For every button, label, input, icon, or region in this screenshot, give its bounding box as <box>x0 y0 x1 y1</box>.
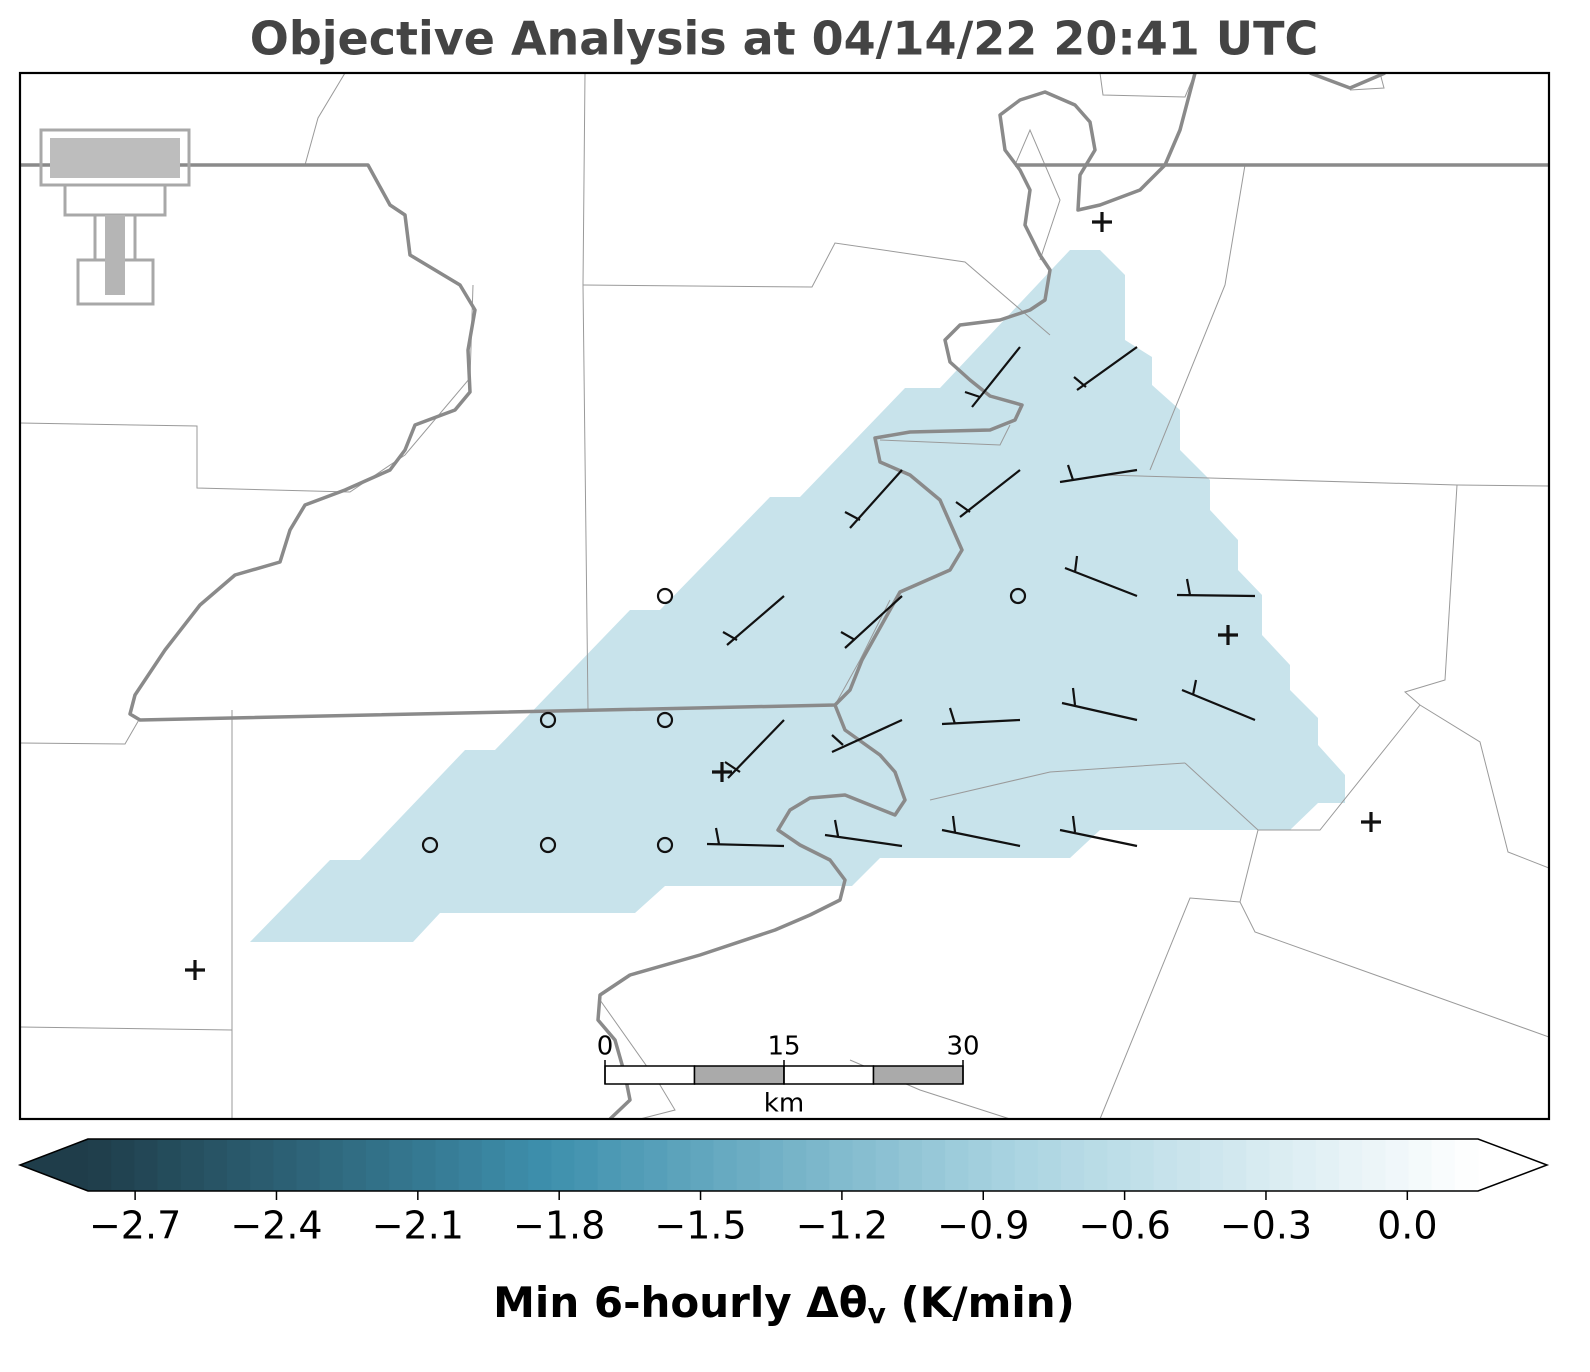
colorbar-band <box>875 1139 900 1191</box>
colorbar-band <box>1084 1139 1108 1191</box>
colorbar-band <box>783 1139 807 1191</box>
colorbar-band <box>574 1139 599 1191</box>
colorbar-tick-label: −2.7 <box>89 1204 181 1248</box>
colorbar-band <box>435 1139 460 1191</box>
colorbar-tick-label: −2.1 <box>372 1204 464 1248</box>
colorbar-band <box>806 1139 830 1191</box>
colorbar-band <box>597 1139 622 1191</box>
station-markers <box>185 212 1381 980</box>
colorbar-tick-label: −0.9 <box>937 1204 1029 1248</box>
colorbar-tick-label: −0.3 <box>1220 1204 1312 1248</box>
colorbar-band <box>551 1139 576 1191</box>
state-lines <box>20 73 1549 1119</box>
colorbar-band <box>922 1139 946 1191</box>
colorbar-band <box>458 1139 483 1191</box>
colorbar-band <box>250 1139 274 1191</box>
colorbar-band <box>644 1139 668 1191</box>
colorbar-band <box>134 1139 159 1191</box>
colorbar-band <box>528 1139 552 1191</box>
colorbar-band <box>1153 1139 1178 1191</box>
colorbar-band <box>203 1139 228 1191</box>
colorbar-band <box>713 1139 738 1191</box>
colorbar-band <box>505 1139 529 1191</box>
colorbar-band <box>1037 1139 1062 1191</box>
colorbar-tick-label: −0.6 <box>1078 1204 1170 1248</box>
label-suffix: (K/min) <box>886 1278 1075 1327</box>
colorbar-band <box>1200 1139 1224 1191</box>
colorbar-band <box>1454 1139 1479 1191</box>
colorbar-tick-label: −2.4 <box>230 1204 322 1248</box>
colorbar-tick-label: −1.2 <box>796 1204 888 1248</box>
colorbar-extend-low <box>20 1139 88 1191</box>
colorbar-band <box>1408 1139 1433 1191</box>
colorbar-band <box>389 1139 413 1191</box>
colorbar-band <box>1362 1139 1386 1191</box>
colorbar-band <box>620 1139 645 1191</box>
colorbar-band <box>227 1139 251 1191</box>
map-frame <box>18 71 1551 1121</box>
colorbar-extend-high <box>1478 1139 1547 1191</box>
colorbar-tick-label: 0.0 <box>1377 1204 1437 1248</box>
colorbar-band <box>759 1139 784 1191</box>
colorbar-band <box>1176 1139 1201 1191</box>
colorbar-band <box>1339 1139 1363 1191</box>
scale-tick-label: 0 <box>597 1032 614 1062</box>
colorbar-band <box>319 1139 344 1191</box>
colorbar-band <box>1223 1139 1247 1191</box>
wind-barbs <box>706 346 1256 848</box>
colorbar-band <box>1431 1139 1456 1191</box>
colorbar-band <box>1315 1139 1340 1191</box>
analysis-shading <box>250 250 1345 942</box>
colorbar-band <box>991 1139 1016 1191</box>
colorbar-band <box>945 1139 969 1191</box>
colorbar-band <box>690 1139 715 1191</box>
colorbar-band <box>667 1139 691 1191</box>
colorbar-band <box>1292 1139 1317 1191</box>
colorbar-band <box>342 1139 367 1191</box>
colorbar-band <box>111 1139 135 1191</box>
colorbar-band <box>88 1139 112 1191</box>
colorbar-band <box>412 1139 437 1191</box>
colorbar-band <box>736 1139 761 1191</box>
scale-tick-label: 30 <box>946 1032 979 1062</box>
colorbar-band <box>898 1139 923 1191</box>
scale-unit: km <box>764 1089 804 1119</box>
colorbar-band <box>273 1139 298 1191</box>
ttu-logo <box>39 128 191 306</box>
colorbar-band <box>852 1139 877 1191</box>
scale-tick-label: 15 <box>767 1032 800 1062</box>
colorbar: −2.7 −2.4 −2.1 −1.8 −1.5 −1.2 −0.9 −0.6 −0.3 0.0 <box>17 1138 1550 1248</box>
scale-segment <box>783 1065 875 1085</box>
colorbar-band <box>366 1139 390 1191</box>
colorbar-tick-label: −1.8 <box>513 1204 605 1248</box>
colorbar-outline <box>17 1138 1550 1192</box>
colorbar-band <box>1269 1139 1294 1191</box>
colorbar-band <box>1061 1139 1085 1191</box>
colorbar-label: Min 6-hourly Δθv (K/min) <box>493 1278 1075 1331</box>
scale-segment <box>693 1065 785 1085</box>
colorbar-tick-label: −1.5 <box>654 1204 746 1248</box>
colorbar-band <box>1246 1139 1271 1191</box>
colorbar-band <box>1107 1139 1132 1191</box>
colorbar-band <box>968 1139 993 1191</box>
colorbar-band <box>157 1139 182 1191</box>
colorbar-band <box>1014 1139 1039 1191</box>
map <box>20 73 1549 1119</box>
label-text: Min 6-hourly Δθ <box>493 1278 868 1327</box>
scale-segment <box>872 1065 964 1085</box>
label-subscript: v <box>868 1297 886 1330</box>
colorbar-band <box>296 1139 321 1191</box>
scale-bar: 0 15 30 km <box>597 1032 980 1119</box>
map-title: Objective Analysis at 04/14/22 20:41 UTC <box>250 12 1319 66</box>
colorbar-band <box>1385 1139 1410 1191</box>
scale-segment <box>604 1065 696 1085</box>
colorbar-band <box>829 1139 854 1191</box>
colorbar-band <box>481 1139 506 1191</box>
colorbar-band <box>1130 1139 1155 1191</box>
colorbar-band <box>180 1139 205 1191</box>
